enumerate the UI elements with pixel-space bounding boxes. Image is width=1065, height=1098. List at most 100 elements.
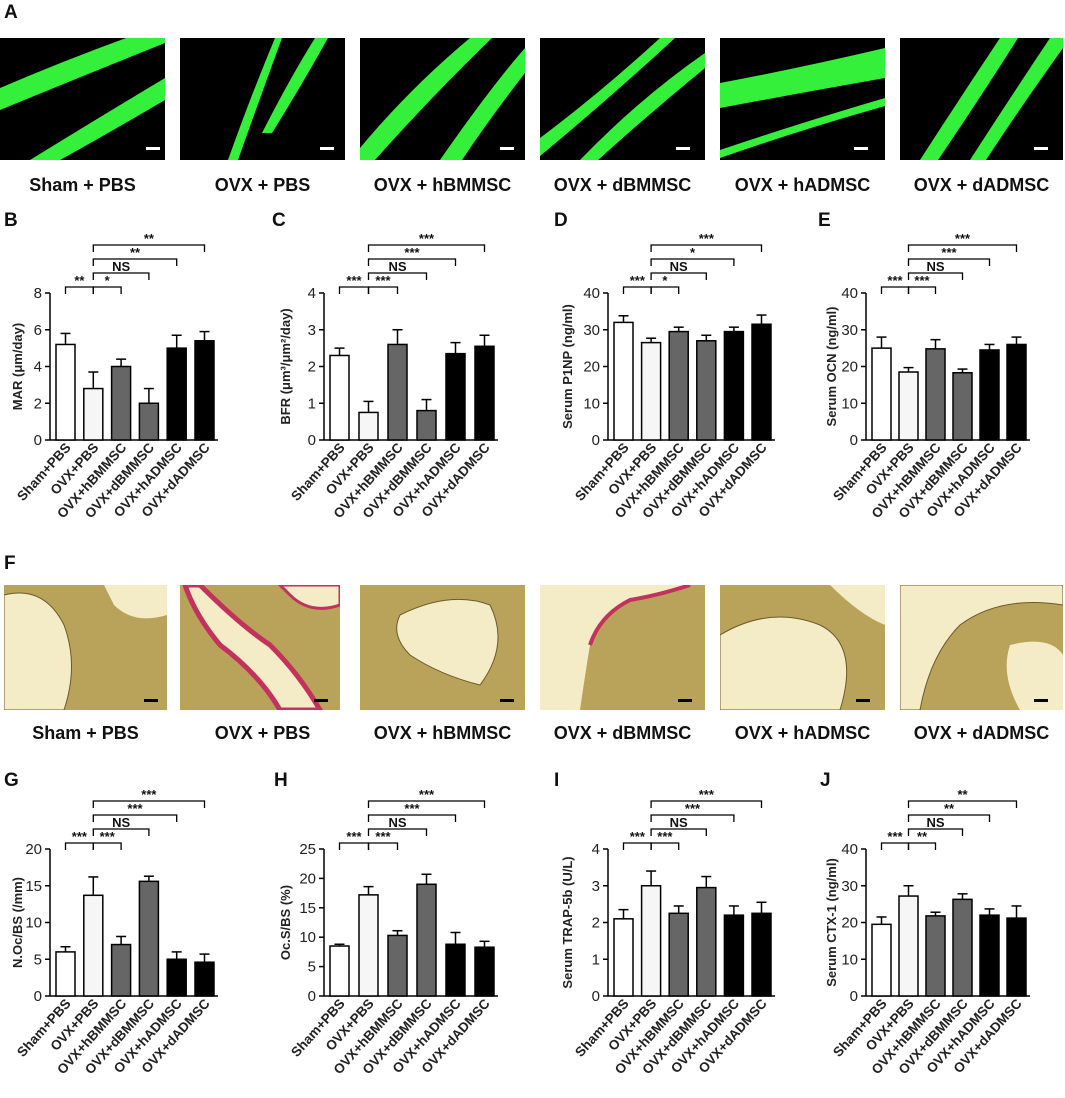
bar xyxy=(474,345,495,441)
significance-bracket xyxy=(622,286,652,294)
bar xyxy=(55,343,76,441)
significance-label: *** xyxy=(141,787,157,802)
fluorescence-image-ovx-dadmsc xyxy=(900,38,1063,160)
significance-bracket xyxy=(338,842,370,850)
significance-bracket xyxy=(880,842,910,850)
bar xyxy=(696,340,717,441)
bar xyxy=(445,943,466,997)
y-tick-label: 20 xyxy=(299,870,316,887)
y-axis-label: Serum TRAP-5b (U/L) xyxy=(560,856,575,988)
significance-bracket xyxy=(650,814,735,822)
panel-label-d: D xyxy=(554,210,568,231)
bar xyxy=(925,348,946,441)
bar xyxy=(166,958,187,997)
caption-a-sham-pbs: Sham + PBS xyxy=(29,175,136,195)
significance-bracket xyxy=(367,828,428,836)
y-tick-label: 2 xyxy=(308,359,316,376)
significance-bracket xyxy=(650,244,763,252)
y-axis-label: Serum CTX-1 (ng/ml) xyxy=(824,858,839,987)
y-tick-label: 2 xyxy=(592,915,600,932)
y-tick-label: 40 xyxy=(841,285,858,302)
y-axis-label: Serum OCN (ng/ml) xyxy=(824,307,839,427)
significance-bracket xyxy=(367,258,457,266)
significance-label: NS xyxy=(670,259,688,274)
y-tick-label: 20 xyxy=(841,359,858,376)
bar xyxy=(358,411,379,441)
significance-label: NS xyxy=(670,815,688,830)
bar xyxy=(668,330,689,441)
bar xyxy=(194,961,215,997)
y-tick-label: 3 xyxy=(308,322,316,339)
fluorescence-image-ovx-hbmmsc xyxy=(360,38,525,160)
bar xyxy=(640,341,662,441)
significance-label: *** xyxy=(375,273,391,288)
bar xyxy=(723,330,745,441)
bar xyxy=(110,943,132,997)
significance-label: *** xyxy=(955,231,971,246)
caption-a-ovx-dadmsc: OVX + dADMSC xyxy=(913,175,1050,195)
significance-bracket xyxy=(367,842,399,850)
y-tick-label: 10 xyxy=(841,951,858,968)
histology-image-ovx-hadmsc xyxy=(720,585,885,710)
y-axis-label: N.Oc/BS (/mm) xyxy=(10,877,25,968)
y-tick-label: 1 xyxy=(592,951,600,968)
bar xyxy=(138,880,160,997)
y-tick-label: 30 xyxy=(583,322,600,339)
panel-label-i: I xyxy=(554,770,560,791)
y-tick-label: 0 xyxy=(592,988,600,1005)
bar xyxy=(474,946,495,997)
bar xyxy=(83,387,104,441)
bar xyxy=(871,347,892,441)
y-tick-label: 0 xyxy=(308,432,316,449)
significance-label: * xyxy=(662,273,668,288)
y-tick-label: 20 xyxy=(841,915,858,932)
bar xyxy=(166,347,187,441)
y-tick-label: 15 xyxy=(25,878,42,895)
significance-label: *** xyxy=(100,829,116,844)
y-tick-label: 0 xyxy=(34,988,42,1005)
significance-bracket xyxy=(650,286,680,294)
histology-image-ovx-pbs xyxy=(180,585,340,710)
significance-label: *** xyxy=(419,787,435,802)
y-tick-label: 4 xyxy=(592,841,600,858)
significance-bracket xyxy=(367,814,457,822)
bar xyxy=(952,898,973,997)
significance-label: *** xyxy=(375,829,391,844)
bar xyxy=(613,918,634,997)
bar xyxy=(416,409,437,441)
significance-bracket xyxy=(880,286,910,294)
histology-image-ovx-hbmmsc xyxy=(360,585,525,710)
y-tick-label: 0 xyxy=(308,988,316,1005)
significance-bracket xyxy=(92,286,122,294)
panel-label-a: A xyxy=(4,2,18,23)
significance-label: NS xyxy=(112,259,130,274)
significance-bracket xyxy=(907,814,991,822)
significance-label: *** xyxy=(630,273,646,288)
bar xyxy=(871,923,892,997)
bar xyxy=(696,886,717,997)
bar xyxy=(1006,343,1027,441)
significance-bracket xyxy=(907,800,1018,808)
bar xyxy=(387,934,408,997)
y-tick-label: 10 xyxy=(299,929,316,946)
significance-label: * xyxy=(105,273,111,288)
caption-a-ovx-hadmsc: OVX + hADMSC xyxy=(734,175,871,195)
bar xyxy=(640,885,662,997)
bar xyxy=(898,895,919,997)
significance-bracket xyxy=(367,244,486,252)
bar xyxy=(55,951,76,997)
caption-a-ovx-dbmmsc: OVX + dBMMSC xyxy=(553,175,692,195)
panel-label-e: E xyxy=(818,210,831,231)
significance-label: ** xyxy=(130,245,141,260)
y-tick-label: 1 xyxy=(308,395,316,412)
significance-label: *** xyxy=(941,245,957,260)
y-tick-label: 30 xyxy=(841,878,858,895)
bar xyxy=(138,402,160,441)
caption-f-ovx-hadmsc: OVX + hADMSC xyxy=(734,723,871,743)
significance-bracket xyxy=(907,842,937,850)
significance-bracket xyxy=(650,842,680,850)
